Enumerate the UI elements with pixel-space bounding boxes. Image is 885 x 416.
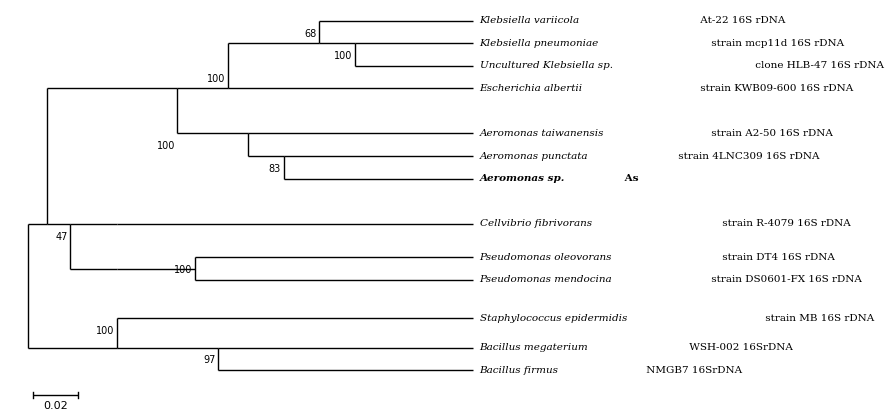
Text: 0.02: 0.02 xyxy=(43,401,68,411)
Text: 100: 100 xyxy=(334,51,352,61)
Text: Bacillus firmus: Bacillus firmus xyxy=(480,366,558,374)
Text: strain DS0601-FX 16S rDNA: strain DS0601-FX 16S rDNA xyxy=(708,275,862,285)
Text: strain KWB09-600 16S rDNA: strain KWB09-600 16S rDNA xyxy=(697,84,853,93)
Text: Pseudomonas oleovorans: Pseudomonas oleovorans xyxy=(480,253,612,262)
Text: strain 4LNC309 16S rDNA: strain 4LNC309 16S rDNA xyxy=(675,151,820,161)
Text: strain MB 16S rDNA: strain MB 16S rDNA xyxy=(762,314,874,323)
Text: 47: 47 xyxy=(55,232,67,242)
Text: strain A2-50 16S rDNA: strain A2-50 16S rDNA xyxy=(708,129,833,138)
Text: Aeromonas sp.: Aeromonas sp. xyxy=(480,174,565,183)
Text: Cellvibrio fibrivorans: Cellvibrio fibrivorans xyxy=(480,219,592,228)
Text: 100: 100 xyxy=(174,265,193,275)
Text: WSH-002 16SrDNA: WSH-002 16SrDNA xyxy=(686,343,793,352)
Text: As: As xyxy=(621,174,638,183)
Text: Staphylococcus epidermidis: Staphylococcus epidermidis xyxy=(480,314,627,323)
Text: strain R-4079 16S rDNA: strain R-4079 16S rDNA xyxy=(719,219,850,228)
Text: 83: 83 xyxy=(269,164,281,174)
Text: Escherichia albertii: Escherichia albertii xyxy=(480,84,582,93)
Text: Bacillus megaterium: Bacillus megaterium xyxy=(480,343,589,352)
Text: Uncultured Klebsiella sp.: Uncultured Klebsiella sp. xyxy=(480,62,612,70)
Text: Aeromonas taiwanensis: Aeromonas taiwanensis xyxy=(480,129,604,138)
Text: Klebsiella pneumoniae: Klebsiella pneumoniae xyxy=(480,39,599,48)
Text: strain mcp11d 16S rDNA: strain mcp11d 16S rDNA xyxy=(708,39,844,48)
Text: NMGB7 16SrDNA: NMGB7 16SrDNA xyxy=(643,366,742,374)
Text: Klebsiella variicola: Klebsiella variicola xyxy=(480,16,580,25)
Text: clone HLB-47 16S rDNA: clone HLB-47 16S rDNA xyxy=(751,62,883,70)
Text: 100: 100 xyxy=(207,74,226,84)
Text: 97: 97 xyxy=(203,355,215,365)
Text: 68: 68 xyxy=(304,29,317,39)
Text: strain DT4 16S rDNA: strain DT4 16S rDNA xyxy=(719,253,835,262)
Text: 100: 100 xyxy=(157,141,175,151)
Text: Aeromonas punctata: Aeromonas punctata xyxy=(480,151,588,161)
Text: At-22 16S rDNA: At-22 16S rDNA xyxy=(697,16,786,25)
Text: 100: 100 xyxy=(96,326,114,336)
Text: Pseudomonas mendocina: Pseudomonas mendocina xyxy=(480,275,612,285)
